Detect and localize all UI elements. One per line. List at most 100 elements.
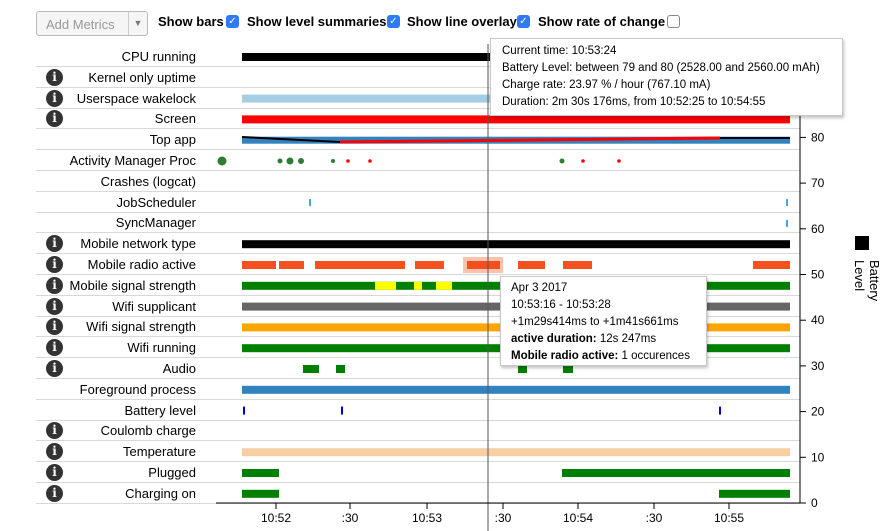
info-icon[interactable]: i bbox=[46, 484, 63, 502]
metric-label: Audio bbox=[162, 361, 196, 376]
show-bars-checkbox[interactable]: ✓ bbox=[226, 15, 239, 28]
row-divider bbox=[36, 274, 800, 275]
metric-row: Screen i bbox=[0, 109, 800, 130]
info-icon[interactable]: i bbox=[46, 297, 63, 315]
info-icon[interactable]: i bbox=[46, 339, 63, 357]
y-axis-tick-label: 70 bbox=[811, 176, 825, 190]
mobile-radio-active-bar bbox=[242, 261, 276, 269]
metric-row: JobScheduler bbox=[0, 193, 800, 213]
metric-label: Charging on bbox=[125, 485, 196, 501]
y-axis-tick-label: 0 bbox=[811, 496, 818, 510]
metric-label: CPU running bbox=[121, 49, 196, 64]
temperature-bar bbox=[242, 448, 790, 457]
tooltip-active-duration-label: active duration: bbox=[511, 333, 597, 345]
tooltip-battery-level: Battery Level: between 79 and 80 (2528.0… bbox=[502, 62, 820, 74]
metric-label: Kernel only uptime bbox=[88, 69, 196, 85]
mobile-radio-active-bar bbox=[518, 261, 545, 269]
metric-label: JobScheduler bbox=[116, 194, 197, 210]
toolbar: Add Metrics ▼ Show bars ✓ Show level sum… bbox=[0, 0, 882, 44]
show-line-overlay-label: Show line overlay bbox=[407, 14, 517, 29]
info-icon[interactable]: i bbox=[46, 422, 63, 440]
chevron-down-icon[interactable]: ▼ bbox=[128, 12, 147, 35]
info-icon[interactable]: i bbox=[46, 110, 63, 128]
info-icon[interactable]: i bbox=[46, 276, 63, 294]
screen-bar bbox=[242, 115, 790, 124]
battery-level-legend-swatch bbox=[855, 236, 869, 250]
activity-manager-proc-dot bbox=[277, 158, 283, 164]
info-icon[interactable]: i bbox=[46, 256, 63, 273]
metric-label: Plugged bbox=[148, 465, 196, 480]
metric-row: Top app bbox=[0, 130, 800, 151]
tooltip-charge-rate: Charge rate: 23.97 % / hour (767.10 mA) bbox=[502, 79, 711, 91]
add-metrics-dropdown[interactable]: Add Metrics ▼ bbox=[36, 11, 148, 36]
row-divider bbox=[36, 232, 800, 234]
tooltip-metric-value: 1 occurences bbox=[618, 350, 690, 362]
activity-manager-proc-dot bbox=[368, 159, 372, 163]
metric-label: Userspace wakelock bbox=[76, 90, 196, 106]
row-divider bbox=[36, 461, 800, 463]
metric-label: Screen bbox=[154, 111, 196, 127]
show-level-summaries-checkbox[interactable]: ✓ bbox=[387, 15, 400, 28]
activity-manager-proc-dot bbox=[559, 158, 565, 164]
metric-row: Foreground process bbox=[0, 380, 800, 400]
row-divider bbox=[36, 86, 800, 88]
row-divider bbox=[36, 128, 800, 130]
info-icon[interactable]: i bbox=[46, 360, 63, 377]
audio-bar bbox=[563, 365, 573, 373]
mobile-radio-active-bar bbox=[315, 261, 405, 269]
tooltip-current-time: Current time: 10:53:24 bbox=[502, 45, 617, 57]
row-divider bbox=[36, 482, 800, 483]
audio-bar bbox=[336, 365, 345, 373]
row-divider bbox=[36, 419, 800, 421]
radio-tooltip: Apr 3 2017 10:53:16 - 10:53:28 +1m29s414… bbox=[500, 276, 707, 366]
y-axis-tick-label: 80 bbox=[811, 130, 825, 144]
metric-label: Wifi signal strength bbox=[86, 319, 196, 335]
info-icon[interactable]: i bbox=[46, 464, 63, 481]
metric-row: Wifi supplicant i bbox=[0, 297, 800, 317]
info-icon[interactable]: i bbox=[46, 235, 63, 253]
metric-label: Mobile network type bbox=[80, 236, 196, 252]
mobile-radio-active-bar bbox=[467, 261, 500, 269]
row-divider bbox=[36, 190, 800, 192]
activity-manager-proc-dot bbox=[217, 156, 227, 166]
metric-row: Coulomb charge i bbox=[0, 421, 800, 442]
mobile-radio-highlight bbox=[463, 257, 503, 273]
metric-label: SyncManager bbox=[115, 215, 196, 231]
tooltip-offset-range: +1m29s414ms to +1m41s661ms bbox=[511, 316, 679, 328]
charging-on-bar bbox=[242, 489, 279, 498]
info-icon[interactable]: i bbox=[46, 443, 63, 461]
metric-label: Wifi supplicant bbox=[112, 298, 196, 314]
metric-row: Crashes (logcat) bbox=[0, 172, 800, 192]
add-metrics-placeholder: Add Metrics bbox=[46, 17, 115, 32]
metric-row: Userspace wakelock i bbox=[0, 89, 800, 109]
charging-on-bar bbox=[719, 489, 790, 498]
y-axis-title: Battery Level bbox=[852, 260, 882, 302]
metric-row: Battery level bbox=[0, 401, 800, 421]
audio-bar bbox=[518, 365, 527, 373]
y-axis-tick-label: 10 bbox=[811, 450, 825, 464]
activity-manager-proc-dot bbox=[617, 159, 621, 163]
metric-row: Mobile network type i bbox=[0, 234, 800, 255]
metric-label: Top app bbox=[149, 132, 196, 148]
metric-row: Plugged i bbox=[0, 463, 800, 483]
metric-label: Mobile signal strength bbox=[69, 277, 196, 293]
metric-label: Wifi running bbox=[127, 340, 196, 356]
metric-label: Battery level bbox=[124, 402, 196, 418]
info-icon[interactable]: i bbox=[46, 318, 63, 336]
metric-row: Mobile signal strength i bbox=[0, 276, 800, 296]
show-line-overlay-checkbox[interactable]: ✓ bbox=[517, 15, 530, 28]
plugged-bar bbox=[242, 469, 279, 477]
metric-label: Coulomb charge bbox=[100, 423, 196, 439]
activity-manager-proc-dot bbox=[331, 159, 335, 163]
metric-row: Temperature i bbox=[0, 442, 800, 463]
row-divider bbox=[36, 357, 800, 359]
row-divider bbox=[36, 398, 800, 400]
show-level-summaries-label: Show level summaries bbox=[247, 14, 387, 29]
job-scheduler-tick bbox=[786, 199, 788, 207]
mobile-network-type-bar bbox=[242, 240, 790, 249]
metric-row: Mobile radio active i bbox=[0, 255, 800, 275]
metric-label: Mobile radio active bbox=[87, 257, 196, 272]
info-icon[interactable]: i bbox=[46, 68, 63, 86]
show-rate-of-change-checkbox[interactable] bbox=[667, 15, 680, 28]
info-icon[interactable]: i bbox=[46, 89, 63, 107]
